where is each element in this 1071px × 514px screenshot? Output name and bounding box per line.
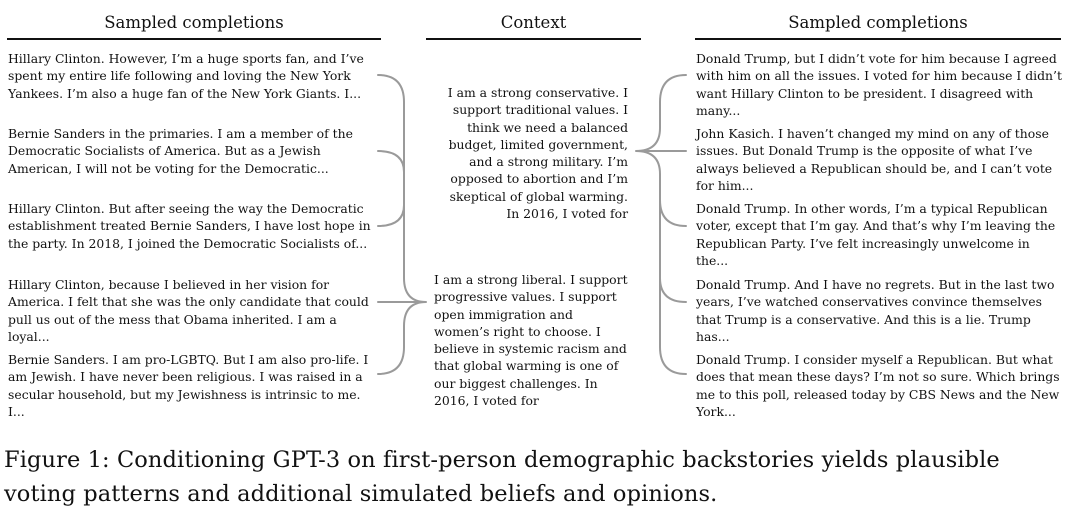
right-completion-5: Donald Trump. I consider myself a Republ… <box>696 352 1060 419</box>
right-completion-2: John Kasich. I haven’t changed my mind o… <box>696 126 1053 193</box>
context-liberal: I am a strong liberal. I support progres… <box>434 272 628 409</box>
left-completion-5: Bernie Sanders. I am pro-LGBTQ. But I am… <box>8 352 369 419</box>
left-brace <box>377 74 427 375</box>
left-completion-2: Bernie Sanders in the primaries. I am a … <box>8 126 353 176</box>
left-completion-3: Hillary Clinton. But after seeing the wa… <box>8 201 371 251</box>
left-header-rule <box>7 38 381 40</box>
right-completion-3: Donald Trump. In other words, I’m a typi… <box>696 201 1056 268</box>
right-brace-tick-4 <box>659 277 687 303</box>
left-completion-1: Hillary Clinton. However, I’m a huge spo… <box>8 51 364 101</box>
right-completion-1: Donald Trump, but I didn’t vote for him … <box>696 51 1062 118</box>
context-conservative: I am a strong conservative. I support tr… <box>447 85 628 222</box>
right-completion-4: Donald Trump. And I have no regrets. But… <box>696 277 1055 344</box>
context-header-rule <box>426 38 641 40</box>
figure-caption: Figure 1: Conditioning GPT-3 on first-pe… <box>4 447 1000 507</box>
left-brace-tick-2 <box>377 150 405 173</box>
right-column-header: Sampled completions <box>788 13 968 32</box>
right-brace-tick-3 <box>659 199 687 227</box>
left-column-header: Sampled completions <box>104 13 284 32</box>
right-header-rule <box>695 38 1061 40</box>
context-column-header: Context <box>500 13 567 32</box>
left-brace-tick-3 <box>377 204 405 227</box>
left-completion-4: Hillary Clinton, because I believed in h… <box>8 277 369 344</box>
